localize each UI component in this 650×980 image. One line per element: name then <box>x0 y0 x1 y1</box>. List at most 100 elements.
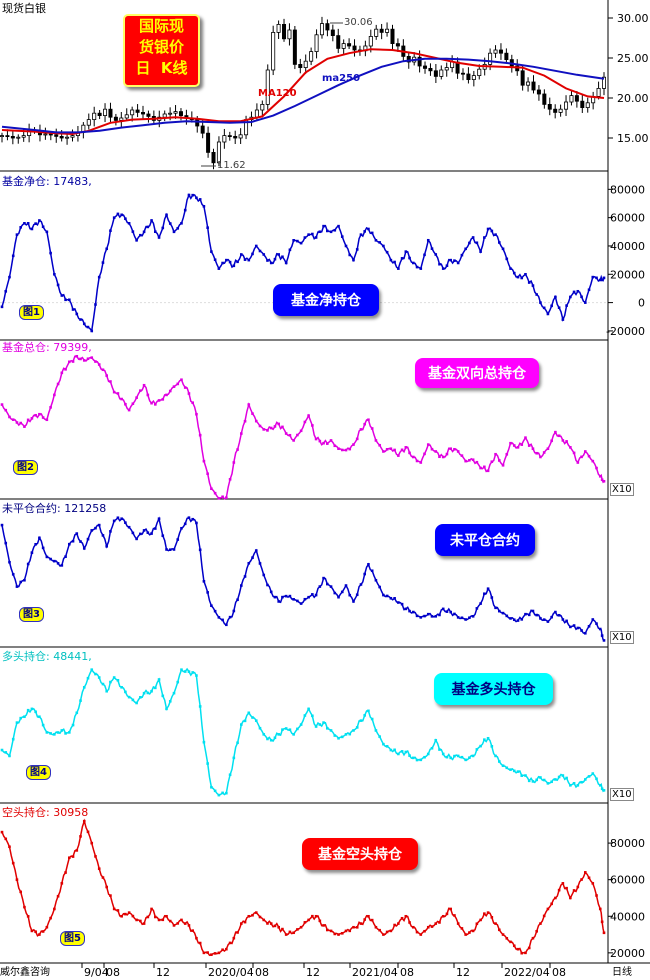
panel5-data-point <box>299 925 303 929</box>
candle-body <box>130 109 135 116</box>
panel2-data-point <box>441 455 445 459</box>
panel2-data-point <box>225 496 228 499</box>
panel4-data-point <box>109 680 112 684</box>
candle-body <box>558 108 563 113</box>
panel2-title: 基金总仓: 79399, <box>2 342 92 354</box>
panel3-data-point <box>180 526 183 530</box>
panel2-data-point <box>468 458 471 462</box>
panel4-data-point <box>154 686 157 690</box>
panel5-data-point <box>471 929 475 933</box>
panel2-data-point <box>176 382 180 386</box>
panel2-data-point <box>580 455 583 459</box>
panel2-data-point <box>198 433 202 437</box>
panel4-data-point <box>531 780 535 783</box>
panel2-data-point <box>94 360 97 363</box>
candle-body <box>265 69 270 105</box>
panel2-title-value: 79399, <box>53 341 92 354</box>
panel3-data-point <box>464 618 467 621</box>
panel4-data-point <box>19 716 22 720</box>
panel4-data-point <box>161 694 165 698</box>
panel1-data-point <box>318 230 322 234</box>
panel2-data-point <box>210 487 213 491</box>
candle-body <box>97 112 102 116</box>
panel5-data-point <box>490 915 494 919</box>
panel4-data-point <box>127 695 131 699</box>
panel2-data-point <box>389 447 393 451</box>
panel5-data-point <box>262 918 266 922</box>
panel5-data-point <box>580 878 583 881</box>
candle-body <box>347 43 352 47</box>
panel3-data-point <box>520 618 524 621</box>
panel2-data-point <box>288 433 292 437</box>
panel2-data-point <box>400 448 404 452</box>
panel5-data-point <box>370 918 374 922</box>
panel1-data-point <box>206 226 209 229</box>
panel5-data-point <box>385 930 389 934</box>
panel4-data-point <box>438 748 441 751</box>
panel3-data-point <box>505 614 509 618</box>
panel3-data-point <box>112 519 116 523</box>
panel4-data-point <box>142 691 146 695</box>
candle-body <box>314 34 319 52</box>
panel5-data-point <box>71 855 75 858</box>
panel2-data-point <box>453 447 456 451</box>
candle-body <box>520 70 525 86</box>
panel4-data-point <box>367 709 370 713</box>
panel2-data-point <box>550 439 553 443</box>
panel1-data-point <box>150 219 153 222</box>
panel3-data-point <box>213 609 217 613</box>
panel2-data-point <box>183 386 187 389</box>
panel1-data-point <box>109 229 112 232</box>
panel5-data-point <box>557 888 561 892</box>
candle-body <box>200 125 205 134</box>
panel5-data-point <box>598 907 602 911</box>
panel1-data-point <box>393 260 396 264</box>
panel4-data-point <box>393 748 396 752</box>
panel5-data-point <box>329 929 333 933</box>
panel4-data-point <box>352 729 355 732</box>
panel2-data-point <box>490 460 494 464</box>
panel3-legend: 未平仓合约 <box>435 524 535 556</box>
panel5-data-point <box>15 878 19 881</box>
panel5-data-point <box>333 932 337 936</box>
panel4-data-point <box>38 715 41 719</box>
panel1-data-point <box>303 236 307 239</box>
panel2-data-point <box>75 354 79 358</box>
panel5-data-point <box>277 925 280 929</box>
panel1-data-point <box>292 239 295 242</box>
panel1-data-point <box>116 212 120 216</box>
panel5-data-point <box>441 914 445 918</box>
candle-body <box>374 28 379 37</box>
panel4-data-point <box>340 735 344 739</box>
panel5-data-point <box>90 841 94 845</box>
candle-body <box>216 141 221 164</box>
panel3-data-point <box>591 618 595 621</box>
candle-body <box>477 68 482 76</box>
price-tick-label: 30.00 <box>617 12 649 25</box>
panel2-data-point <box>4 408 8 412</box>
candle-body <box>113 116 118 121</box>
panel1-data-point <box>240 253 243 256</box>
panel5-data-point <box>225 947 228 951</box>
panel5-data-point <box>509 940 512 944</box>
panel1-data-point <box>509 267 512 270</box>
panel1-data-point <box>195 196 198 200</box>
panel1-data-point <box>460 253 464 257</box>
price-tick-label: 20.00 <box>617 92 649 105</box>
panel3-data-point <box>30 551 34 554</box>
panel4-data-point <box>8 754 11 758</box>
panel5-data-point <box>479 918 482 922</box>
panel3-data-point <box>15 585 19 588</box>
panel2-data-point <box>486 469 490 473</box>
panel5-title-label: 空头持仓: <box>2 806 50 819</box>
panel2-data-point <box>471 458 475 462</box>
panel1-data-point <box>236 260 239 264</box>
panel1-data-point <box>94 303 97 306</box>
panel5-data-point <box>561 882 565 885</box>
panel4-data-point <box>183 670 187 673</box>
panel4-data-point <box>30 707 34 711</box>
candle-body <box>439 69 444 77</box>
panel5-data-point <box>49 916 52 920</box>
panel2-data-point <box>243 419 247 423</box>
candle-body <box>238 134 243 139</box>
